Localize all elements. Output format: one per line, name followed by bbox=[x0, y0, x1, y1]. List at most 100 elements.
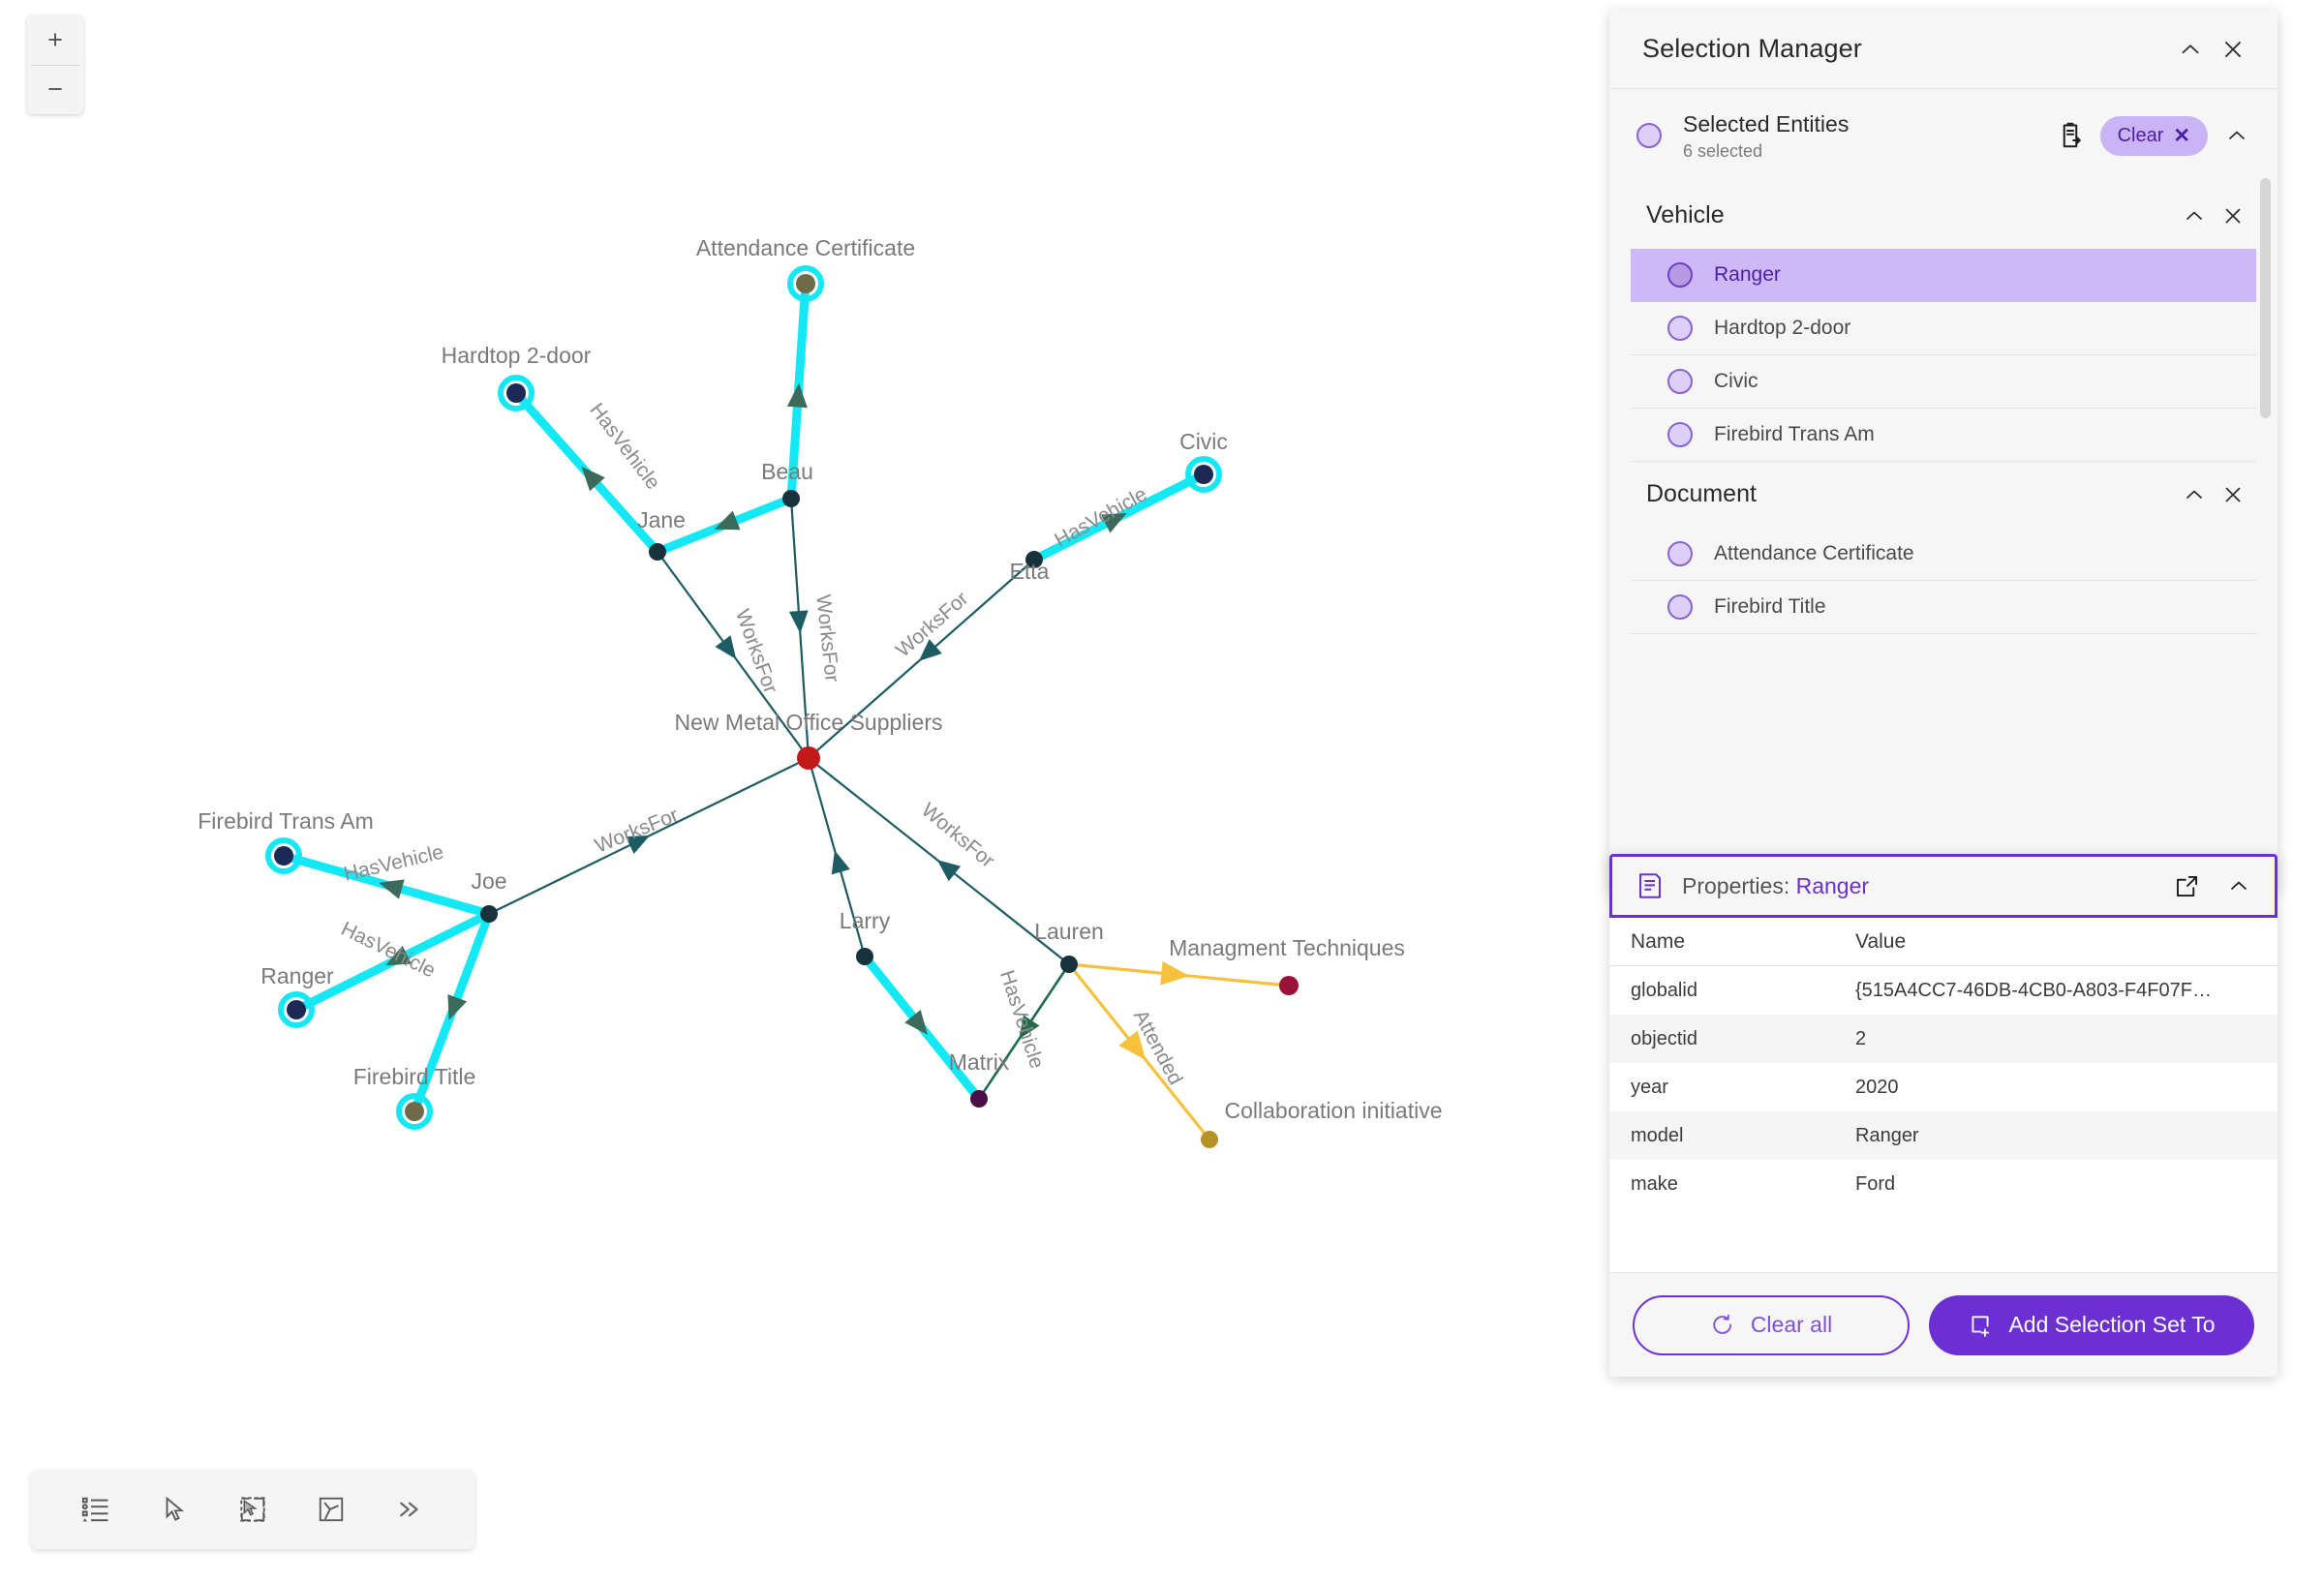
selected-entities-row[interactable]: Selected Entities 6 selected Clear ✕ bbox=[1609, 89, 2278, 183]
open-in-new-window-icon[interactable] bbox=[2168, 867, 2205, 904]
clear-selection-chip[interactable]: Clear ✕ bbox=[2099, 115, 2208, 156]
graph-node[interactable]: Lauren bbox=[1034, 919, 1104, 973]
graph-node[interactable]: Civic bbox=[1179, 429, 1228, 493]
node-circle bbox=[797, 746, 820, 770]
graph-node[interactable]: Attendance Certificate bbox=[696, 235, 915, 302]
graph-edge[interactable] bbox=[807, 558, 1036, 760]
node-circle bbox=[1201, 1131, 1218, 1148]
edge-label: WorksFor bbox=[917, 799, 998, 872]
node-label: Matrix bbox=[949, 1049, 1010, 1075]
graph-edge[interactable] bbox=[788, 497, 810, 760]
graph-node[interactable]: Managment Techniques bbox=[1169, 935, 1405, 995]
edge-arrowhead bbox=[447, 993, 468, 1020]
selection-list-scroll-area[interactable]: Selected Entities 6 selected Clear ✕ bbox=[1609, 89, 2278, 891]
entity-group-close-icon[interactable] bbox=[2214, 197, 2252, 235]
entity-marker-icon bbox=[1667, 315, 1693, 341]
graph-edge[interactable] bbox=[807, 756, 867, 958]
properties-header[interactable]: Properties: Ranger bbox=[1609, 854, 2278, 918]
graph-canvas[interactable]: HasVehicle HasVehicle HasVehicle HasVehicle… bbox=[0, 0, 1607, 1580]
graph-edge[interactable] bbox=[410, 909, 494, 1116]
clear-chip-x-icon: ✕ bbox=[2173, 124, 2190, 147]
graph-edge[interactable] bbox=[860, 952, 984, 1104]
graph-edge[interactable] bbox=[807, 756, 1071, 966]
graph-node[interactable]: Etta bbox=[1010, 551, 1050, 584]
edge-label: WorksFor bbox=[811, 593, 842, 684]
node-circle bbox=[970, 1090, 988, 1108]
chevron-up-icon[interactable] bbox=[2169, 28, 2212, 71]
legend-icon[interactable] bbox=[74, 1487, 118, 1532]
properties-row: globalid {515A4CC7-46DB-4CB0-A803-F4F07F… bbox=[1609, 966, 2278, 1015]
graph-edge[interactable] bbox=[1067, 960, 1291, 988]
node-label: Collaboration initiative bbox=[1224, 1098, 1442, 1123]
entity-group-close-icon[interactable] bbox=[2214, 475, 2252, 514]
graph-node[interactable]: Jane bbox=[637, 507, 686, 561]
entity-list-item-label: Firebird Trans Am bbox=[1714, 422, 1875, 445]
properties-document-icon bbox=[1634, 869, 1667, 902]
node-label: Etta bbox=[1010, 559, 1050, 584]
pointer-icon[interactable] bbox=[152, 1487, 197, 1532]
edge-arrowhead bbox=[936, 860, 962, 882]
entity-marker-icon bbox=[1636, 123, 1662, 149]
graph-node[interactable]: New Metal Office Suppliers bbox=[675, 710, 943, 770]
graph-node[interactable]: Collaboration initiative bbox=[1201, 1098, 1443, 1148]
properties-collapse-icon[interactable] bbox=[2220, 867, 2257, 904]
graph-node[interactable]: Hardtop 2-door bbox=[442, 343, 592, 411]
property-name: make bbox=[1631, 1172, 1678, 1195]
node-circle bbox=[649, 543, 666, 561]
entity-list-item[interactable]: Civic bbox=[1631, 355, 2256, 409]
selected-entities-text: Selected Entities 6 selected bbox=[1683, 110, 2040, 162]
add-selection-set-to-button[interactable]: Add Selection Set To bbox=[1929, 1294, 2254, 1355]
node-circle bbox=[796, 274, 815, 293]
graph-node[interactable]: Firebird Trans Am bbox=[198, 808, 374, 874]
copy-to-clipboard-icon[interactable] bbox=[2050, 115, 2091, 156]
graph-edge[interactable] bbox=[511, 388, 662, 557]
selection-list-scrollbar[interactable] bbox=[2260, 178, 2271, 418]
graph-node[interactable]: Ranger bbox=[260, 963, 334, 1028]
properties-rows: globalid {515A4CC7-46DB-4CB0-A803-F4F07F…… bbox=[1609, 966, 2278, 1208]
graph-edge[interactable] bbox=[977, 962, 1071, 1101]
graph-edge[interactable] bbox=[279, 851, 494, 919]
entity-list-item[interactable]: Firebird Trans Am bbox=[1631, 409, 2256, 462]
node-label: Joe bbox=[471, 868, 506, 894]
graph-edge[interactable] bbox=[291, 909, 494, 1015]
entity-group-collapse-icon[interactable] bbox=[2175, 197, 2214, 235]
graph-node[interactable]: Beau bbox=[761, 459, 813, 507]
entity-list-item[interactable]: Hardtop 2-door bbox=[1631, 302, 2256, 355]
graph-node[interactable]: Matrix bbox=[949, 1049, 1010, 1108]
close-icon[interactable] bbox=[2212, 28, 2254, 71]
panel-title: Selection Manager bbox=[1642, 34, 1862, 63]
overflow-icon[interactable] bbox=[387, 1487, 432, 1532]
graph-edge[interactable] bbox=[487, 756, 810, 916]
entity-list-item[interactable]: Ranger bbox=[1631, 248, 2256, 302]
select-rectangle-icon[interactable] bbox=[230, 1487, 275, 1532]
selection-manager-header: Selection Manager bbox=[1609, 10, 2278, 89]
node-selection-halo bbox=[265, 837, 302, 874]
clear-all-button[interactable]: Clear all bbox=[1633, 1294, 1910, 1355]
graph-node[interactable]: Firebird Title bbox=[353, 1064, 476, 1130]
node-label: Firebird Trans Am bbox=[198, 808, 374, 834]
graph-node[interactable]: Larry bbox=[840, 908, 891, 965]
selected-entities-title: Selected Entities bbox=[1683, 111, 1850, 137]
entity-group-title: Vehicle bbox=[1646, 201, 1725, 229]
zoom-in-button[interactable]: + bbox=[47, 24, 63, 54]
graph-svg[interactable]: HasVehicleHasVehicleHasVehicleHasVehicle… bbox=[0, 0, 1607, 1580]
zoom-divider bbox=[31, 64, 79, 66]
graph-layout-icon[interactable] bbox=[309, 1487, 353, 1532]
edge-arrowhead bbox=[786, 382, 808, 409]
entity-group-header: Document bbox=[1609, 462, 2278, 528]
graph-node[interactable]: Joe bbox=[471, 868, 507, 923]
graph-edge[interactable] bbox=[1029, 470, 1208, 564]
entity-list-item[interactable]: Attendance Certificate bbox=[1631, 528, 2256, 581]
properties-row: objectid 2 bbox=[1609, 1015, 2278, 1063]
graph-edge[interactable] bbox=[786, 279, 810, 503]
property-name: year bbox=[1631, 1076, 1668, 1098]
property-name: model bbox=[1631, 1124, 1684, 1146]
zoom-out-button[interactable]: − bbox=[47, 75, 63, 105]
graph-edge[interactable] bbox=[653, 494, 796, 557]
graph-edge[interactable] bbox=[1067, 962, 1211, 1141]
entity-list-item[interactable]: Firebird Title bbox=[1631, 581, 2256, 634]
graph-edge[interactable] bbox=[656, 550, 810, 760]
selected-entities-collapse-icon[interactable] bbox=[2217, 116, 2256, 155]
edge-arrowhead bbox=[918, 639, 942, 661]
entity-group-collapse-icon[interactable] bbox=[2175, 475, 2214, 514]
